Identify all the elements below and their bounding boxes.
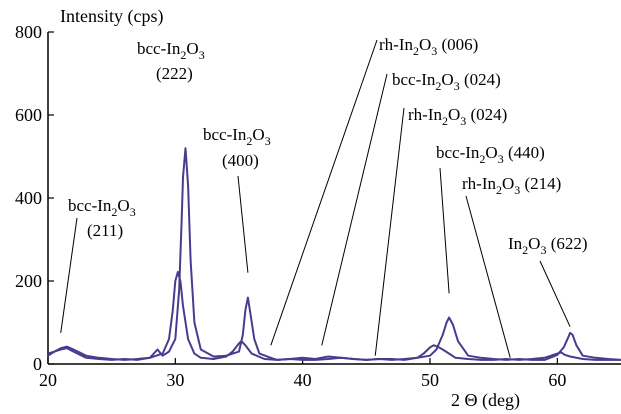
leader-line — [439, 167, 450, 294]
series-line-2 — [47, 270, 621, 361]
x-tick-label: 30 — [166, 370, 184, 390]
y-tick-label: 200 — [15, 271, 42, 291]
y-tick-label: 400 — [15, 188, 42, 208]
leader-line — [237, 175, 249, 273]
leader-lines — [60, 39, 571, 358]
leader-line — [374, 107, 405, 356]
annotation-bcc-400: bcc-In2O3 — [203, 125, 271, 148]
leader-line — [60, 217, 78, 333]
annotation-rh-214: rh-In2O3 (214) — [462, 174, 561, 197]
annotation-bcc-024: bcc-In2O3 (024) — [392, 70, 501, 93]
annotation-rh-024: rh-In2O3 (024) — [408, 105, 507, 128]
annotation-622: In2O3 (622) — [508, 234, 588, 257]
x-tick-label: 20 — [39, 370, 57, 390]
y-axis-title: Intensity (cps) — [60, 6, 163, 27]
leader-line — [465, 195, 511, 358]
y-tick-label: 0 — [33, 354, 42, 374]
leader-line — [539, 260, 571, 327]
leader-line — [270, 39, 378, 346]
x-tick-label: 40 — [294, 370, 312, 390]
annotation-bcc-211-hkl: (211) — [87, 221, 123, 240]
annotation-rh-006: rh-In2O3 (006) — [379, 35, 478, 58]
annotation-bcc-440: bcc-In2O3 (440) — [436, 143, 545, 166]
y-tick-label: 600 — [15, 105, 42, 125]
annotation-bcc-222-hkl: (222) — [156, 64, 193, 83]
annotation-bcc-222: bcc-In2O3 — [137, 39, 205, 62]
series-layer — [47, 147, 621, 361]
x-tick-label: 60 — [548, 370, 566, 390]
annotation-bcc-211: bcc-In2O3 — [68, 196, 136, 219]
x-tick-label: 50 — [421, 370, 439, 390]
annotation-bcc-400-hkl: (400) — [222, 151, 259, 170]
y-tick-label: 800 — [15, 22, 42, 42]
leader-line — [321, 73, 388, 346]
x-axis-title: 2 Θ (deg) — [451, 390, 520, 411]
